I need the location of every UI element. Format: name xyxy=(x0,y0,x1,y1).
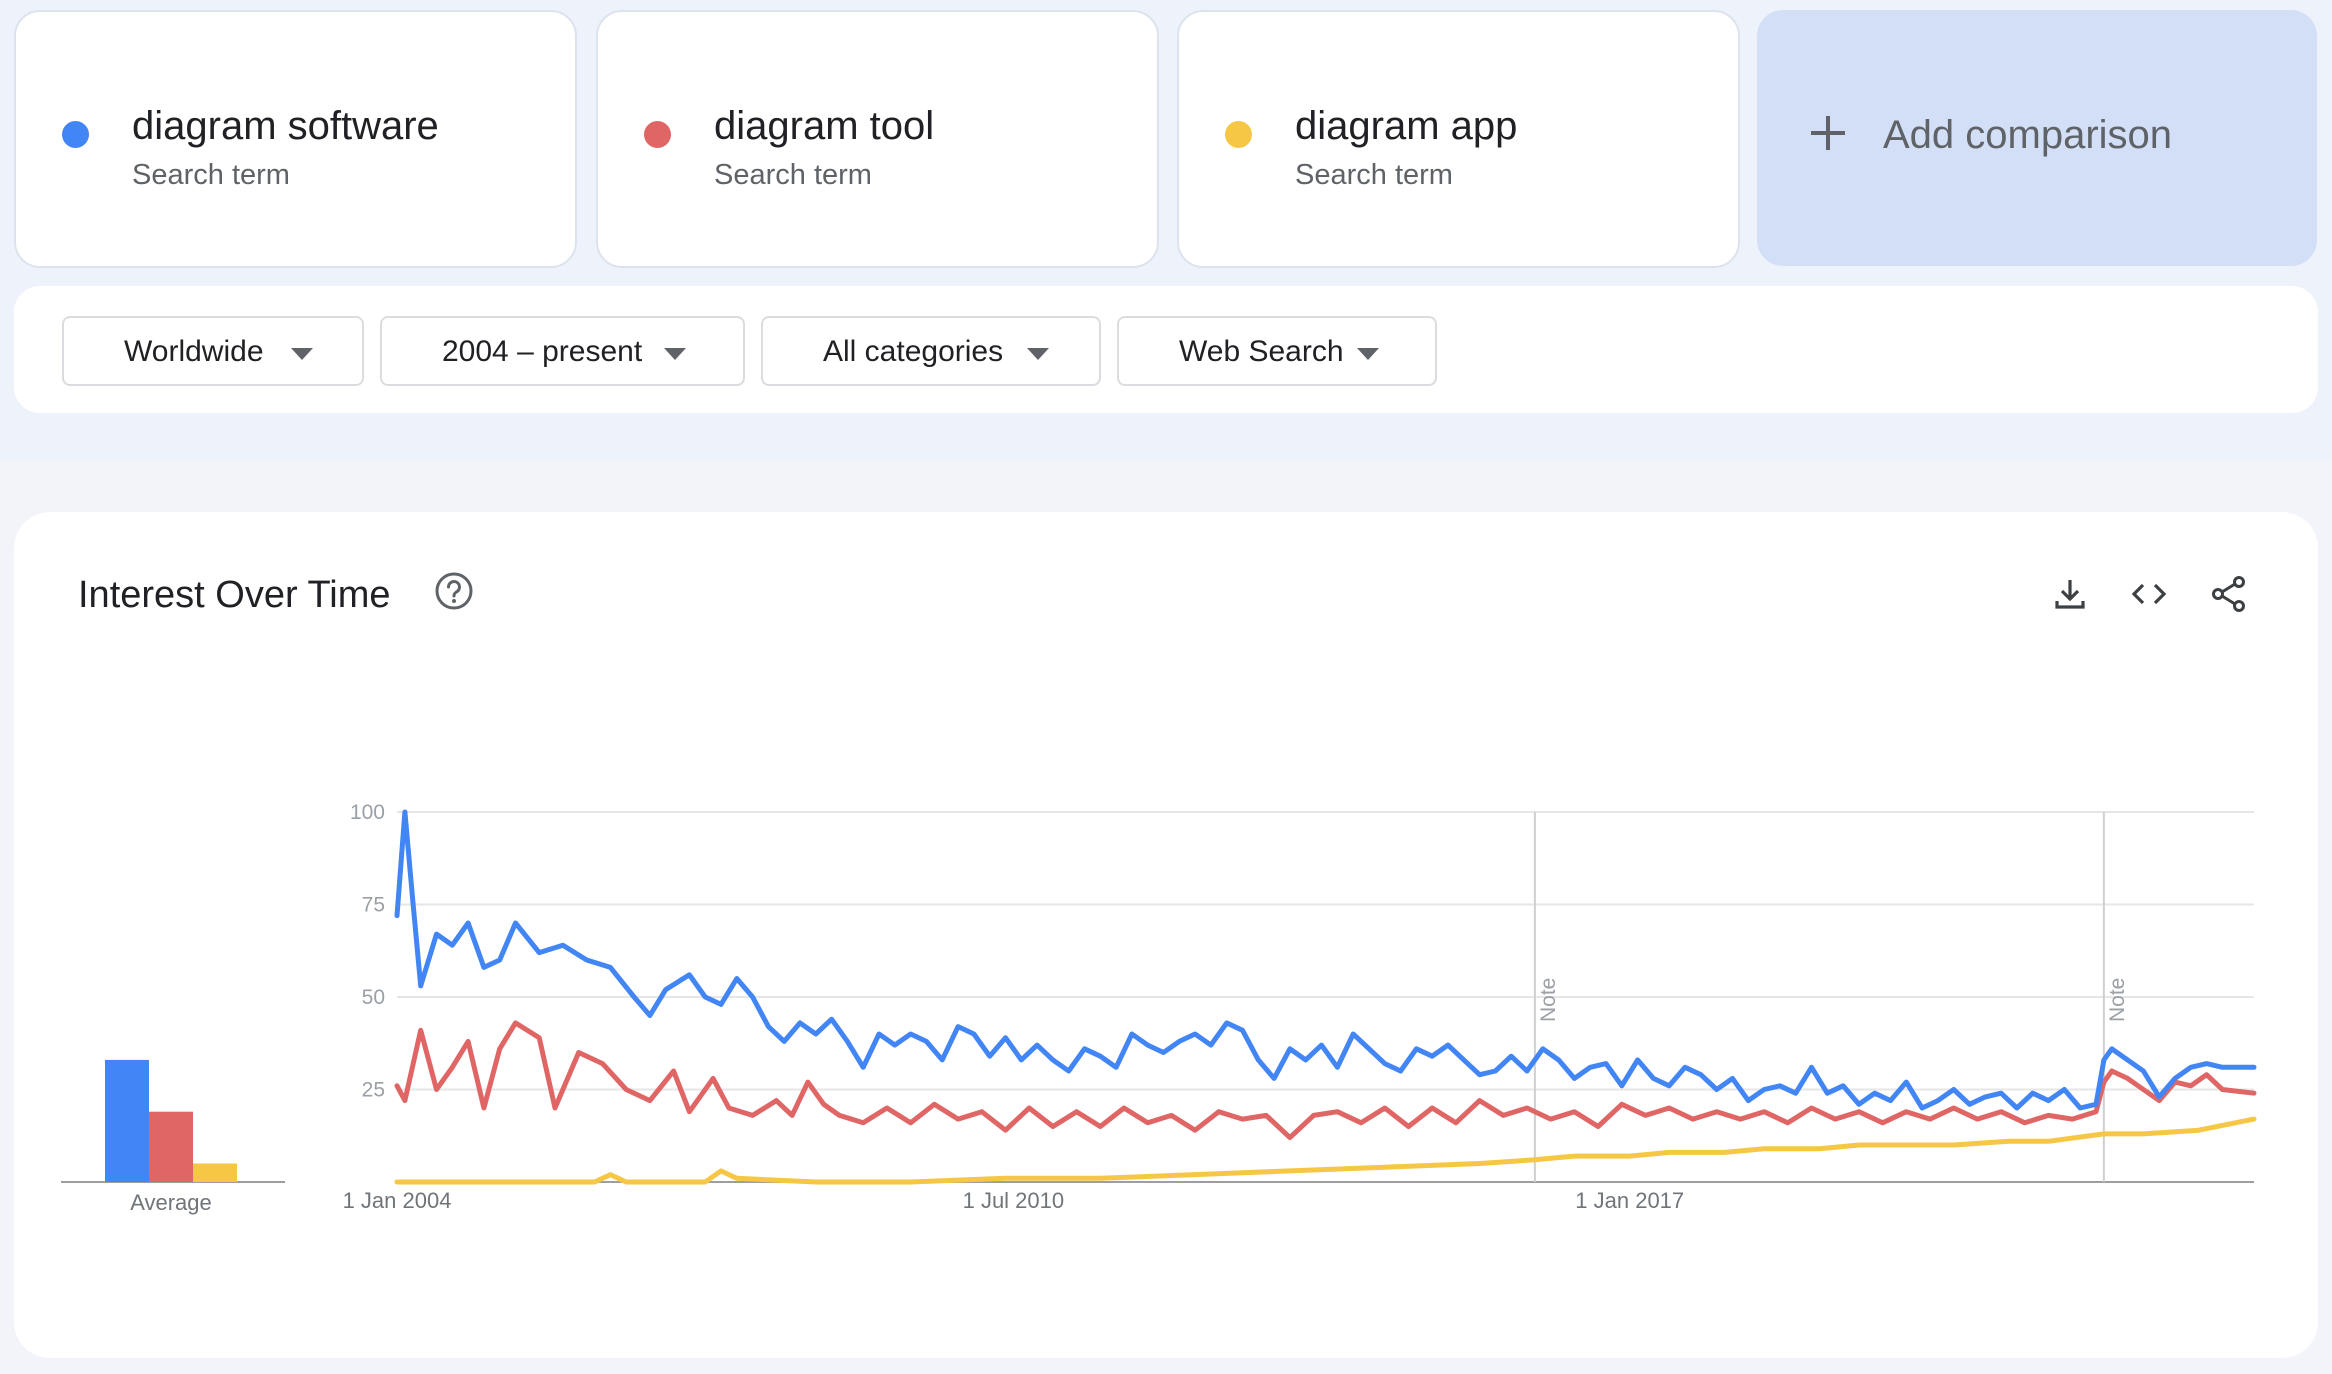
average-bar-0 xyxy=(105,1059,149,1182)
series-line-diagram-software xyxy=(394,809,2257,1111)
term-type-label: Search term xyxy=(1295,159,1453,191)
plus-icon xyxy=(1811,116,1845,150)
series-color-dot xyxy=(62,121,89,148)
series-line-diagram-app xyxy=(394,1116,2257,1185)
term-type-label: Search term xyxy=(132,159,290,191)
chart-title: Interest Over Time xyxy=(78,574,391,616)
time-range-dropdown-label: 2004 – present xyxy=(442,335,643,368)
term-card-diagram-software[interactable]: diagram software Search term xyxy=(14,10,577,268)
y-tick-label: 50 xyxy=(362,986,385,1009)
term-name: diagram tool xyxy=(714,104,935,148)
x-tick-label: 1 Jan 2017 xyxy=(1575,1188,1684,1213)
help-circle-icon[interactable] xyxy=(434,571,474,611)
y-tick-label: 75 xyxy=(362,894,385,917)
average-bar-1 xyxy=(149,1111,193,1182)
search-type-dropdown-label: Web Search xyxy=(1179,335,1344,368)
filter-bar: Worldwide 2004 – present All categories … xyxy=(14,286,2318,413)
add-comparison-label: Add comparison xyxy=(1883,113,2173,157)
caret-down-icon xyxy=(1357,348,1379,360)
average-label: Average xyxy=(130,1190,212,1215)
caret-down-icon xyxy=(664,348,686,360)
share-icon[interactable] xyxy=(2209,574,2249,614)
term-card-diagram-tool[interactable]: diagram tool Search term xyxy=(596,10,1159,268)
note-label: Note xyxy=(1537,978,1560,1022)
term-name: diagram software xyxy=(132,104,439,148)
term-name: diagram app xyxy=(1295,104,1518,148)
term-card-diagram-app[interactable]: diagram app Search term xyxy=(1177,10,1740,268)
download-icon[interactable] xyxy=(2050,574,2090,614)
term-type-label: Search term xyxy=(714,159,872,191)
interest-over-time-chart: 100 75 50 25 Note Note 1 Jan 2004 1 Jul 2010 1 J… xyxy=(61,801,2257,1215)
interest-over-time-card: Interest Over Time 100 75 50 25 Note Note 1 Ja… xyxy=(14,512,2318,1358)
search-type-dropdown[interactable]: Web Search xyxy=(1117,316,1437,386)
x-tick-label: 1 Jul 2010 xyxy=(963,1188,1065,1213)
y-tick-label: 25 xyxy=(362,1079,385,1102)
series-color-dot xyxy=(644,121,671,148)
series-line-diagram-tool xyxy=(394,1020,2257,1141)
average-bar-2 xyxy=(193,1163,237,1182)
caret-down-icon xyxy=(1027,348,1049,360)
add-comparison-button[interactable]: Add comparison xyxy=(1757,10,2317,266)
note-label: Note xyxy=(2106,978,2129,1022)
category-dropdown[interactable]: All categories xyxy=(761,316,1101,386)
series-color-dot xyxy=(1225,121,1252,148)
y-tick-label: 100 xyxy=(350,801,385,824)
embed-code-icon[interactable] xyxy=(2129,574,2169,614)
x-tick-label: 1 Jan 2004 xyxy=(343,1188,452,1213)
region-dropdown-label: Worldwide xyxy=(124,335,264,368)
caret-down-icon xyxy=(291,348,313,360)
category-dropdown-label: All categories xyxy=(823,335,1004,368)
region-dropdown[interactable]: Worldwide xyxy=(62,316,364,386)
time-range-dropdown[interactable]: 2004 – present xyxy=(380,316,745,386)
